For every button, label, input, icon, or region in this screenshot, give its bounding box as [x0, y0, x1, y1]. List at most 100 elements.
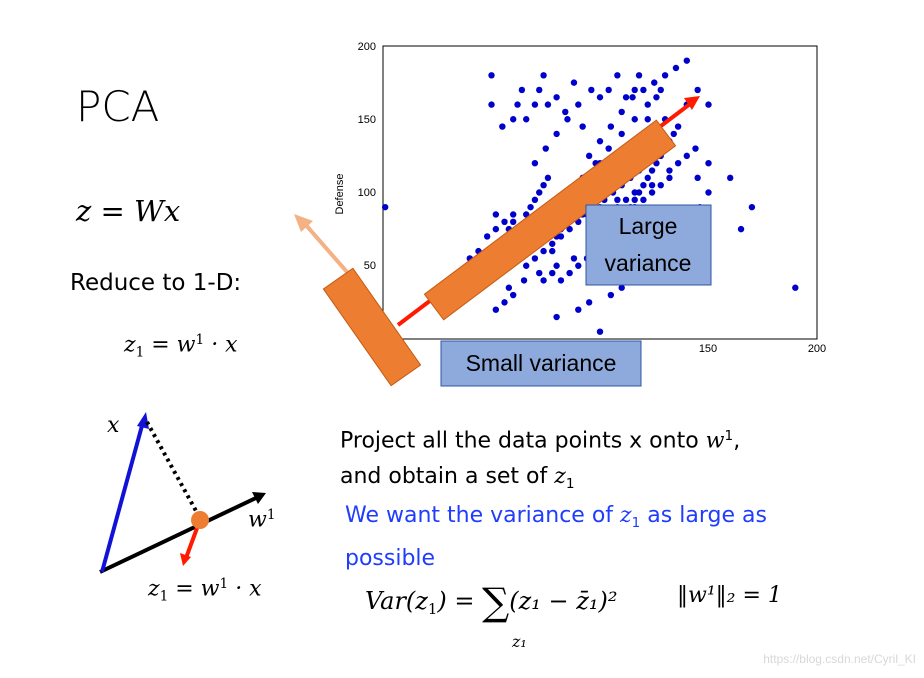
scatter-point: [648, 181, 656, 189]
scatter-point: [575, 306, 582, 313]
scatter-point: [531, 101, 539, 108]
sum-subscript: z₁: [512, 632, 527, 651]
z1-definition-diagram: z1 = w1 · x: [148, 576, 262, 604]
scatter-point: [553, 130, 560, 138]
scatter-point: [666, 174, 673, 182]
scatter-point: [683, 152, 690, 160]
var-sub: 1: [427, 600, 438, 619]
scatter-point: [614, 72, 621, 79]
scatter-point: [514, 101, 521, 108]
scatter-point: [618, 108, 625, 116]
x-tick-label: 150: [699, 343, 717, 355]
y-axis-label: Defense: [334, 174, 346, 215]
scatter-point: [585, 152, 593, 160]
z1-sup: 1: [195, 332, 205, 348]
scatter-point: [631, 116, 638, 123]
w-vector-label: w1: [248, 507, 276, 533]
scatter-point: [666, 167, 673, 174]
scatter-point: [531, 255, 539, 262]
scatter-point: [631, 196, 638, 204]
scatter-point: [510, 218, 517, 225]
small-variance-box: [440, 340, 642, 387]
norm-constraint: ‖w¹‖₂ = 1: [677, 583, 782, 608]
scatter-point: [492, 211, 500, 218]
scatter-point: [705, 160, 712, 167]
scatter-point: [549, 240, 556, 247]
scatter-point: [792, 284, 799, 291]
y-tick-label: 150: [358, 114, 376, 126]
scatter-point: [683, 57, 690, 64]
scatter-point: [596, 138, 604, 145]
scatter-point: [501, 218, 508, 225]
goal-text: We want the variance of z1 as large as p…: [345, 498, 825, 576]
projection-point: [191, 511, 209, 529]
projection-diagram: [99, 412, 266, 574]
scatter-point: [653, 94, 660, 101]
scatter-point: [510, 291, 517, 299]
scatter-point: [549, 269, 556, 277]
scatter-point: [644, 101, 651, 108]
scatter-point: [540, 181, 547, 189]
scatter-point: [553, 262, 560, 269]
scatter-point: [674, 160, 682, 167]
z1-definition: z1 = w1 · x: [124, 332, 238, 360]
projection-z: z: [554, 463, 566, 489]
scatter-point: [640, 196, 647, 204]
x-tick-label: 200: [808, 343, 826, 355]
projection-text-a: Project all the data points x onto: [340, 428, 706, 454]
z1-rhs: · x: [204, 332, 238, 358]
scatter-point: [381, 203, 389, 211]
scatter-point: [523, 262, 530, 269]
scatter-point: [527, 203, 534, 211]
scatter-point: [540, 247, 547, 255]
scatter-point: [557, 277, 565, 284]
orthogonal-arrow-head: [294, 214, 313, 232]
scatter-point: [492, 225, 500, 233]
scatter-point: [607, 291, 615, 299]
scatter-point: [566, 225, 573, 233]
scatter-point: [510, 211, 517, 218]
scatter-point: [670, 130, 677, 138]
scatter-point: [635, 72, 643, 79]
scatter-point: [544, 174, 552, 182]
scatter-point: [570, 255, 578, 262]
y-tick-label: 100: [358, 187, 376, 199]
orthogonal-arrow-shaft: [303, 222, 356, 282]
scatter-point: [674, 123, 682, 130]
scatter-point: [575, 101, 582, 108]
scatter-point: [644, 174, 651, 182]
projection-comma: ,: [733, 428, 741, 454]
scatter-point: [748, 203, 756, 211]
w-label-base: w: [248, 507, 267, 533]
scatter-point: [648, 167, 656, 174]
scatter-point: [657, 86, 664, 94]
projection-line-2: and obtain a set of z1: [340, 459, 740, 502]
scatter-point: [549, 247, 556, 255]
small-variance-bar: [322, 267, 422, 387]
z1-arrowhead: [180, 553, 191, 566]
scatter-point: [622, 94, 630, 101]
watermark: https://blog.csdn.net/Cyril_KI: [763, 652, 916, 666]
large-variance-box: [585, 204, 712, 286]
scatter-point: [629, 94, 636, 101]
z1-lhs: z: [124, 332, 136, 358]
x-vector-arrowhead: [137, 412, 149, 429]
scatter-point: [631, 189, 638, 196]
slide-title: PCA: [76, 82, 160, 131]
z1-mid: = w: [144, 332, 196, 358]
scatter-point: [536, 269, 543, 277]
scatter-point: [618, 130, 625, 138]
large-variance-bar: [423, 119, 677, 321]
scatter-point: [605, 86, 612, 94]
scatter-point: [648, 189, 656, 196]
scatter-point: [536, 86, 543, 94]
scatter-point: [544, 101, 552, 108]
projection-z-sub: 1: [565, 475, 575, 492]
large-variance-label: Large: [619, 213, 678, 239]
projection-dotted-line: [145, 421, 203, 521]
scatter-point: [531, 160, 539, 167]
scatter-point: [692, 145, 699, 152]
projection-text: Project all the data points x onto w1, a…: [340, 419, 740, 501]
scatter-point: [596, 94, 604, 101]
scatter-point: [523, 116, 530, 123]
